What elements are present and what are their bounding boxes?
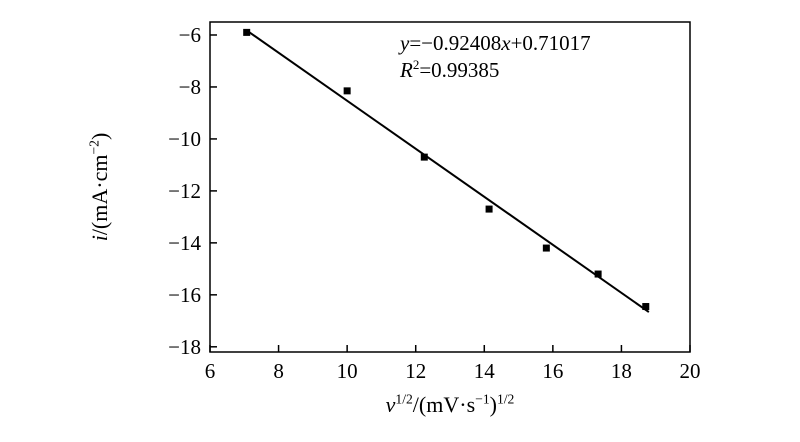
r-squared-line: R2=0.99385 xyxy=(400,57,591,84)
y-axis-units: /(mA·cm xyxy=(87,154,112,236)
x-tick-label: 6 xyxy=(205,359,216,383)
x-axis-units: /(mV·s xyxy=(412,392,476,417)
r-value: =0.99385 xyxy=(419,58,500,83)
x-tick-label: 20 xyxy=(680,359,701,383)
x-tick-label: 16 xyxy=(542,359,563,383)
data-point xyxy=(343,87,351,95)
y-axis-close: ) xyxy=(87,132,112,141)
y-axis-variable: i xyxy=(87,235,112,242)
x-axis-variable: v xyxy=(385,392,396,417)
equation-y-symbol: y xyxy=(400,31,410,55)
y-axis-sup: −2 xyxy=(86,140,102,155)
data-point xyxy=(542,244,550,252)
y-tick-label: −16 xyxy=(168,283,201,307)
r-superscript: 2 xyxy=(412,57,420,73)
x-axis-sup1: 1/2 xyxy=(395,391,413,407)
y-tick-label: −14 xyxy=(168,231,201,255)
equation-line: y=−0.92408x+0.71017 xyxy=(400,30,591,57)
x-tick-label: 10 xyxy=(337,359,358,383)
equation-slope: =−0.92408 xyxy=(409,31,502,55)
y-tick-label: −18 xyxy=(168,335,201,359)
fit-line xyxy=(246,29,650,313)
x-tick-label: 14 xyxy=(474,359,496,383)
x-axis-label: v1/2/(mV·s−1)1/2 xyxy=(386,392,515,418)
x-axis-close: ) xyxy=(489,392,497,417)
x-tick-label: 12 xyxy=(405,359,426,383)
x-tick-label: 8 xyxy=(273,359,284,383)
x-axis-sup2: −1 xyxy=(475,391,490,407)
equation-x-symbol: x xyxy=(501,31,511,55)
x-axis-sup3: 1/2 xyxy=(496,391,515,407)
data-point xyxy=(243,28,251,36)
x-tick-label: 18 xyxy=(611,359,632,383)
data-point xyxy=(420,153,428,161)
data-point xyxy=(485,205,493,213)
plot-border xyxy=(209,21,691,353)
y-axis-label: i/(mA·cm−2) xyxy=(87,133,113,242)
y-tick-label: −12 xyxy=(168,179,201,203)
y-tick-label: −10 xyxy=(168,127,201,151)
r-symbol: R xyxy=(400,58,413,83)
y-tick-label: −6 xyxy=(179,23,201,47)
data-point xyxy=(594,270,602,278)
y-tick-label: −8 xyxy=(179,75,201,99)
equation-intercept: +0.71017 xyxy=(510,31,591,55)
fit-annotation: y=−0.92408x+0.71017 R2=0.99385 xyxy=(400,30,591,85)
data-point xyxy=(642,303,650,311)
